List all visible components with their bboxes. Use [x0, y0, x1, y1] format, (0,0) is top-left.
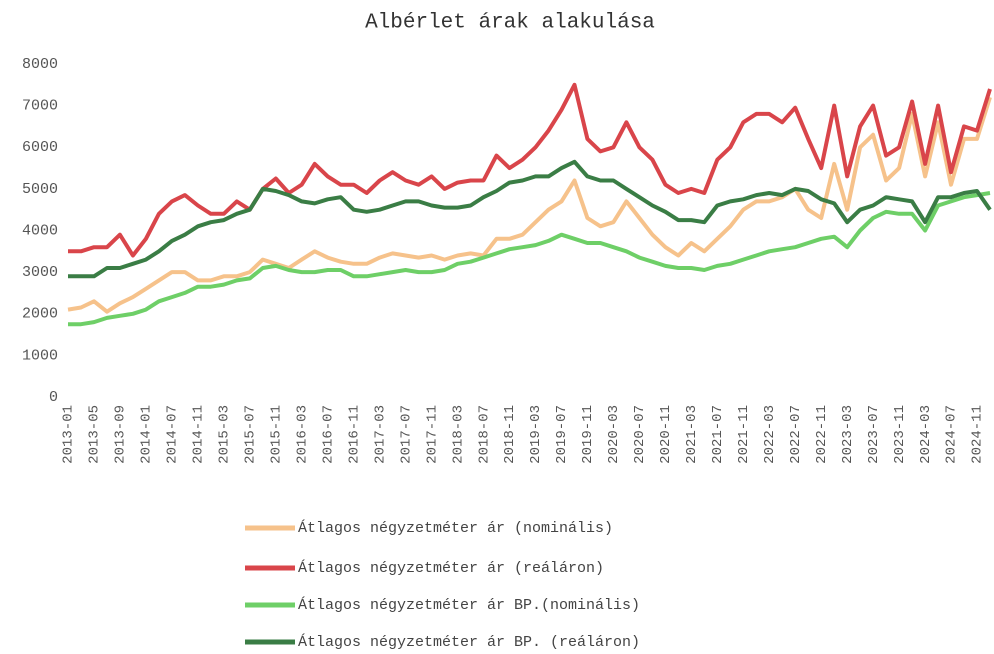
y-tick-label: 5000 — [22, 181, 58, 198]
y-tick-label: 6000 — [22, 139, 58, 156]
x-tick-label: 2019-03 — [528, 405, 544, 464]
y-tick-label: 3000 — [22, 264, 58, 281]
x-tick-label: 2017-03 — [372, 405, 388, 464]
x-tick-label: 2019-11 — [580, 405, 596, 464]
legend-label: Átlagos négyzetméter ár BP.(nominális) — [298, 596, 640, 614]
x-tick-label: 2013-01 — [61, 405, 77, 464]
x-tick-label: 2023-03 — [840, 405, 856, 464]
x-tick-label: 2016-03 — [294, 405, 310, 464]
x-tick-label: 2024-11 — [970, 405, 986, 464]
series-line — [68, 82, 992, 258]
x-tick-label: 2022-11 — [814, 405, 830, 464]
x-tick-label: 2021-03 — [684, 405, 700, 464]
y-tick-label: 7000 — [22, 98, 58, 115]
x-tick-label: 2016-07 — [320, 405, 336, 464]
y-tick-label: 4000 — [22, 222, 58, 239]
x-tick-label: 2021-11 — [736, 405, 752, 464]
x-tick-label: 2017-07 — [398, 405, 414, 464]
series-line — [68, 159, 992, 279]
x-tick-label: 2022-03 — [762, 405, 778, 464]
legend-label: Átlagos négyzetméter ár (reáláron) — [298, 559, 604, 577]
x-tick-label: 2018-11 — [502, 405, 518, 464]
x-tick-label: 2018-03 — [450, 405, 466, 464]
x-tick-label: 2014-07 — [165, 405, 181, 464]
y-tick-label: 2000 — [22, 306, 58, 323]
legend-label: Átlagos négyzetméter ár (nominális) — [298, 519, 613, 537]
x-tick-label: 2021-07 — [710, 405, 726, 464]
x-tick-label: 2020-03 — [606, 405, 622, 464]
y-tick-label: 1000 — [22, 347, 58, 364]
x-tick-label: 2015-11 — [268, 405, 284, 464]
y-tick-label: 0 — [49, 389, 58, 406]
series-line — [68, 191, 991, 327]
x-tick-label: 2015-03 — [217, 405, 233, 464]
x-tick-label: 2023-07 — [866, 405, 882, 464]
x-tick-label: 2018-07 — [476, 405, 492, 464]
series-line — [67, 96, 992, 314]
x-tick-label: 2014-01 — [139, 405, 155, 464]
y-tick-label: 8000 — [22, 56, 58, 73]
x-tick-label: 2016-11 — [346, 405, 362, 464]
x-tick-label: 2014-11 — [191, 405, 207, 464]
x-tick-label: 2020-11 — [658, 405, 674, 464]
x-tick-label: 2024-03 — [918, 405, 934, 464]
x-tick-label: 2015-07 — [243, 405, 259, 464]
x-tick-label: 2019-07 — [554, 405, 570, 464]
x-tick-label: 2013-09 — [113, 405, 129, 464]
x-tick-label: 2022-07 — [788, 405, 804, 464]
x-tick-label: 2017-11 — [424, 405, 440, 464]
x-tick-label: 2024-07 — [944, 405, 960, 464]
x-tick-label: 2013-05 — [87, 405, 103, 464]
x-tick-label: 2023-11 — [892, 405, 908, 464]
chart-title: Albérlet árak alakulása — [365, 12, 655, 35]
legend-label: Átlagos négyzetméter ár BP. (reáláron) — [298, 633, 640, 651]
x-tick-label: 2020-07 — [632, 405, 648, 464]
